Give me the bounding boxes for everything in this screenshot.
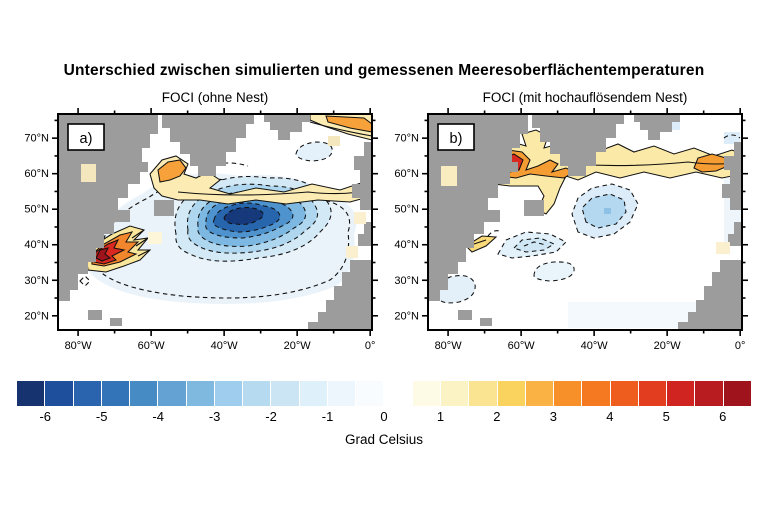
colorbar-cell xyxy=(243,381,271,406)
axis-tick-label: 0° xyxy=(365,340,376,352)
colorbar-tick-label: -1 xyxy=(321,409,334,424)
colorbar-tick-label: 4 xyxy=(606,409,614,424)
colorbar-cell xyxy=(638,381,667,406)
colorbar-cell xyxy=(299,381,327,406)
colorbar-cell xyxy=(214,381,243,406)
warm-band-subpolar xyxy=(149,155,373,205)
axis-tick-label: 80°W xyxy=(65,340,93,352)
colorbar-cell xyxy=(440,381,469,406)
map-frame xyxy=(427,113,743,331)
colorbar-tick-label: -2 xyxy=(265,409,277,424)
colorbar-tick-label: 3 xyxy=(549,409,557,424)
figure-title: Unterschied zwischen simulierten und gem… xyxy=(63,62,705,79)
map-frame xyxy=(57,113,373,331)
axes-panel-a: 80°W 60°W 40°W 20°W 0° 70°N 60°N 50°N 40°N 30°N 20… xyxy=(24,108,378,352)
colorbar-caption: Grad Celsius xyxy=(344,432,424,447)
axis-tick-label: 70°N xyxy=(24,133,49,145)
colorbar-tick-label: 6 xyxy=(719,409,727,424)
axis-tick-label: 60°N xyxy=(24,168,49,180)
map-panel-b: 80°W 60°W 40°W 20°W 0° 70°N 60°N 50°N 40°N 30°N 20… xyxy=(394,108,748,352)
axis-tick-label: 60°N xyxy=(394,168,419,180)
colorbar-cell xyxy=(17,381,45,406)
colorbar-tick-label: 0 xyxy=(380,409,388,424)
axis-tick-label: 60°W xyxy=(138,340,166,352)
axis-tick-label: 30°N xyxy=(24,275,49,287)
axis-tick-label: 20°N xyxy=(394,310,419,322)
colorbar-cell xyxy=(695,381,723,406)
colorbar-cell xyxy=(73,381,101,406)
colorbar-tick-labels: -6 -5 -4 -3 -2 -1 0 1 2 3 4 5 6 xyxy=(17,409,751,428)
colorbar-cell xyxy=(582,381,610,406)
colorbar-cells xyxy=(17,381,751,406)
panel-b-title: FOCI (mit hochauflösendem Nest) xyxy=(482,90,688,105)
colorbar-cell xyxy=(723,381,751,406)
axis-tick-label: 40°W xyxy=(581,340,609,352)
axis-tick-label: 20°N xyxy=(24,310,49,322)
axis-tick-label: 50°N xyxy=(24,204,49,216)
axis-tick-label: 60°W xyxy=(508,340,536,352)
corner-label-b-text: b) xyxy=(450,131,463,147)
colorbar-tick-label: 5 xyxy=(662,409,670,424)
colorbar-cell xyxy=(327,381,356,406)
gulf-stream-warm-bias xyxy=(85,225,152,273)
axis-tick-label: 80°W xyxy=(435,340,463,352)
axis-tick-label: 20°W xyxy=(284,340,312,352)
panel-a: FOCI (ohne Nest) xyxy=(16,90,382,364)
colorbar-cell xyxy=(101,381,130,406)
axis-tick-label: 0° xyxy=(735,340,746,352)
map-panel-a: 80°W 60°W 40°W 20°W 0° 70°N 60°N 50°N 40°N 30°N 20… xyxy=(24,108,378,352)
colorbar-cell xyxy=(610,381,638,406)
colorbar-cell xyxy=(384,381,412,406)
colorbar-tick-label: -6 xyxy=(39,409,51,424)
panel-b: FOCI (mit hochauflösendem Nest) xyxy=(386,90,752,364)
axis-tick-label: 50°N xyxy=(394,204,419,216)
colorbar-cell xyxy=(412,381,440,406)
colorbar-tick-label: 1 xyxy=(436,409,445,424)
corner-label-a-text: a) xyxy=(80,131,93,147)
axis-tick-label: 40°W xyxy=(211,340,239,352)
colorbar-cell xyxy=(45,381,73,406)
axis-tick-label: 40°N xyxy=(394,239,419,251)
colorbar-cell xyxy=(271,381,299,406)
weak-warm-cells xyxy=(441,166,730,254)
axis-tick-label: 30°N xyxy=(394,275,419,287)
colorbar-cell xyxy=(356,381,384,406)
colorbar-cell xyxy=(469,381,497,406)
weak-warm-cells xyxy=(81,136,366,258)
axis-tick-label: 70°N xyxy=(394,133,419,145)
colorbar-cell xyxy=(667,381,695,406)
axis-tick-label: 40°N xyxy=(24,239,49,251)
colorbar-tick-label: -4 xyxy=(152,409,164,424)
colorbar-cell xyxy=(554,381,582,406)
weak-cold-patches xyxy=(436,120,741,304)
colorbar-tick-label: 2 xyxy=(493,409,501,424)
map-panels: FOCI (ohne Nest) xyxy=(0,90,768,364)
corner-label-b: b) xyxy=(437,123,475,151)
colorbar-cell xyxy=(130,381,158,406)
axis-tick-label: 20°W xyxy=(654,340,682,352)
weak-cold-patch-ne xyxy=(295,141,333,162)
panel-a-title: FOCI (ohne Nest) xyxy=(161,90,269,105)
colorbar-tick-label: -3 xyxy=(208,409,221,424)
colorbar-cell xyxy=(497,381,525,406)
corner-label-a: a) xyxy=(67,123,105,151)
colorbar-tick-label: -5 xyxy=(95,409,108,424)
colorbar-cell xyxy=(158,381,186,406)
colorbar: -6 -5 -4 -3 -2 -1 0 1 2 3 4 5 6 Grad Celsius xyxy=(17,381,751,447)
colorbar-cell xyxy=(525,381,554,406)
colorbar-cell xyxy=(186,381,214,406)
